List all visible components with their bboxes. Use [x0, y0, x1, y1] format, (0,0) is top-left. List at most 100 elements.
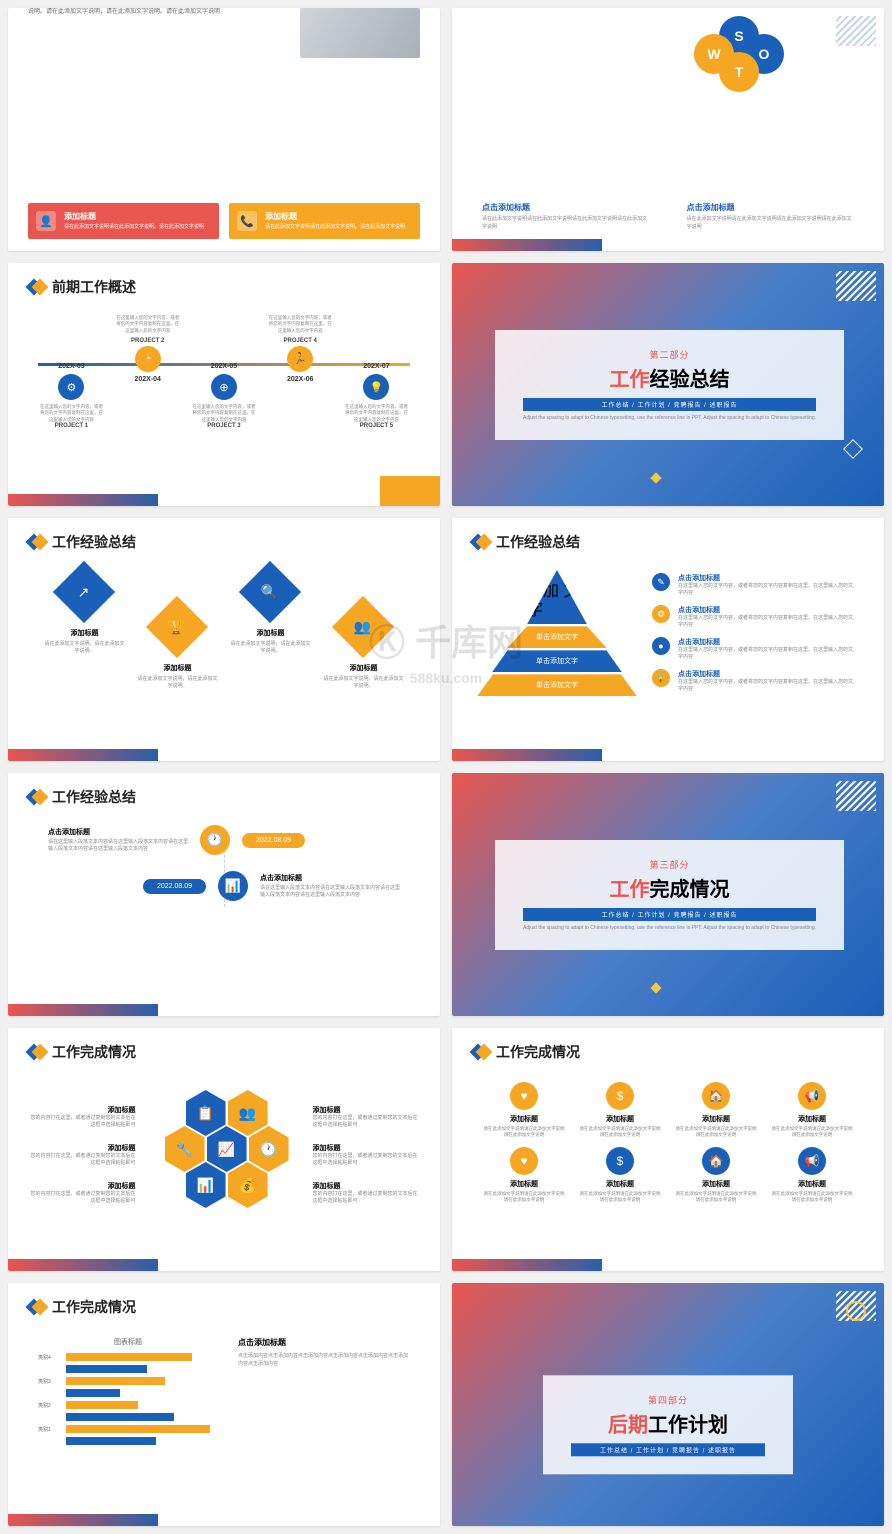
section-part: 第三部分	[523, 858, 816, 871]
hex-right-col: 添加标题您的内容打在这里，或者通过复制您的文本后在这框中选择粘贴即可添加标题您的…	[312, 1105, 420, 1205]
section-part: 第四部分	[571, 1393, 765, 1406]
diamond-icon	[28, 789, 44, 805]
slide-title: 前期工作概述	[52, 277, 136, 297]
diamond-icon	[28, 279, 44, 295]
slide-9-hex: 工作完成情况 添加标题您的内容打在这里，或者通过复制您的文本后在这框中选择粘贴即…	[8, 1028, 440, 1271]
section-title: 工作完成情况	[523, 873, 816, 902]
hex-icon: 👥	[228, 1090, 268, 1136]
hex-cluster: 📋👥🔧📈🕐📊💰	[156, 1090, 293, 1220]
slide-1: 说明。请在此添加文字说明，请在此添加文字说明。请在此添加文字说明 👤 添加标题请…	[8, 8, 440, 251]
icon-item: 📢添加标题请在此添加文字说明请在此添加文字说明请在此添加文字说明	[770, 1147, 854, 1204]
bar-chart: 图表标题 类别4类别3类别2类别1	[38, 1337, 218, 1449]
icon-item: $添加标题请在此添加文字说明请在此添加文字说明请在此添加文字说明	[578, 1147, 662, 1204]
icon-item: 🏠添加标题请在此添加文字说明请在此添加文字说明请在此添加文字说明	[674, 1147, 758, 1204]
diamond-item: 👥添加标题请在此添加文字说明，请在此添加文字说明。	[323, 605, 405, 690]
timeline-item: 在这里输入您的文字内容，或者将您的文字内容复制在这里。在这里输入您的文字内容PR…	[114, 315, 181, 431]
pyramid-level-3: 单击添加文字	[492, 650, 622, 672]
hex-label: 添加标题您的内容打在这里，或者通过复制您的文本后在这框中选择粘贴即可	[312, 1143, 420, 1167]
chart-icon: 📊	[218, 871, 248, 901]
timeline-item: 202X-03⚙在这里输入您的文字内容，或者将您的文字内容复制在这里。在这里输入…	[38, 359, 105, 431]
diamond-icon	[28, 534, 44, 550]
section-box: 第二部分 工作经验总结 工作总结 / 工作计划 / 竞聘报告 / 述职报告 Ad…	[495, 330, 844, 440]
clock-icon: 🕐	[200, 825, 230, 855]
slide-title: 工作经验总结	[496, 532, 580, 552]
section-box: 第三部分 工作完成情况 工作总结 / 工作计划 / 竞聘报告 / 述职报告 Ad…	[495, 840, 844, 950]
deco-dot	[650, 472, 661, 483]
diamond-icon	[472, 534, 488, 550]
date-pill: 2022.08.09	[143, 879, 206, 894]
slide-6-pyramid: 工作经验总结 添加 文字 单击添加文字 单击添加文字 单击添加文字 ✎点击添加标…	[452, 518, 884, 761]
deco-dot	[650, 982, 661, 993]
diamond-icon	[472, 1044, 488, 1060]
accent-bar	[8, 1259, 158, 1271]
slide-title: 工作完成情况	[496, 1042, 580, 1062]
slide-title: 工作经验总结	[52, 532, 136, 552]
hex-icon: 🔧	[165, 1126, 205, 1172]
slide-10-icons: 工作完成情况 ♥添加标题请在此添加文字说明请在此添加文字说明请在此添加文字说明$…	[452, 1028, 884, 1271]
section-note: Adjust the spacing to adapt to Chinese t…	[523, 415, 816, 422]
slide-4-section: 第二部分 工作经验总结 工作总结 / 工作计划 / 竞聘报告 / 述职报告 Ad…	[452, 263, 884, 506]
diamond-item: 🔍添加标题请在此添加文字说明，请在此添加文字说明。	[230, 570, 312, 655]
pyramid-level-2: 单击添加文字	[507, 626, 607, 648]
hex-icon: 📊	[186, 1162, 226, 1208]
accent-bar	[8, 494, 158, 506]
accent-bar	[8, 1004, 158, 1016]
timeline-row-2: 点击添加标题请在这里输入段落文本内容请在这里输入段落文本内容请在这里输入段落文本…	[48, 871, 400, 901]
section-subtitle: 工作总结 / 工作计划 / 竞聘报告 / 述职报告	[571, 1443, 765, 1456]
hatch-decor	[836, 781, 876, 811]
slide-title: 工作完成情况	[52, 1042, 136, 1062]
person-icon: 👤	[36, 211, 56, 231]
section-part: 第二部分	[523, 348, 816, 361]
slide-12-section: 第四部分 后期工作计划 工作总结 / 工作计划 / 竞聘报告 / 述职报告	[452, 1283, 884, 1526]
list-item: ⚙点击添加标题在这里输入您的文字内容，或者将您的文字内容复制在这里。在这里输入您…	[652, 605, 854, 629]
accent-bar	[452, 749, 602, 761]
section-subtitle: 工作总结 / 工作计划 / 竞聘报告 / 述职报告	[523, 398, 816, 411]
list-item: ●点击添加标题在这里输入您的文字内容，或者将您的文字内容复制在这里。在这里输入您…	[652, 637, 854, 661]
hex-icon: 📋	[186, 1090, 226, 1136]
slide-2-swot: S W O T 点击添加标题请在此添加文字说明请在此添加文字说明请在此添加文字说…	[452, 8, 884, 251]
slide-5-diamonds: 工作经验总结 ↗添加标题请在此添加文字说明，请在此添加文字说明。🏆添加标题请在此…	[8, 518, 440, 761]
bar-group: 类别2	[38, 1401, 218, 1421]
accent-bar	[452, 239, 602, 251]
hex-label: 添加标题您的内容打在这里，或者通过复制您的文本后在这框中选择粘贴即可	[312, 1105, 420, 1129]
diamond-item: 🏆添加标题请在此添加文字说明，请在此添加文字说明。	[137, 605, 219, 690]
hex-icon: 🕐	[249, 1126, 289, 1172]
accent-bar	[8, 749, 158, 761]
icon-item: 📢添加标题请在此添加文字说明请在此添加文字说明请在此添加文字说明	[770, 1082, 854, 1139]
hex-label: 添加标题您的内容打在这里，或者通过复制您的文本后在这框中选择粘贴即可	[28, 1181, 136, 1205]
section-note: Adjust the spacing to adapt to Chinese t…	[523, 925, 816, 932]
chart-title: 图表标题	[38, 1337, 218, 1347]
section-box: 第四部分 后期工作计划 工作总结 / 工作计划 / 竞聘报告 / 述职报告	[543, 1375, 793, 1474]
hatch-decor	[836, 16, 876, 46]
hex-label: 添加标题您的内容打在这里，或者通过复制您的文本后在这框中选择粘贴即可	[28, 1105, 136, 1129]
bar-group: 类别1	[38, 1425, 218, 1445]
accent-bar	[8, 1514, 158, 1526]
hex-icon: 💰	[228, 1162, 268, 1208]
slide-title: 工作完成情况	[52, 1297, 136, 1317]
slide-7-vtimeline: 工作经验总结 点击添加标题请在这里输入段落文本内容请在这里输入段落文本内容请在这…	[8, 773, 440, 1016]
timeline-item: 202X-05⊕在这里输入您的文字内容，或者将您的文字内容复制在这里。在这里输入…	[191, 359, 258, 431]
slide-3-timeline: 前期工作概述 202X-03⚙在这里输入您的文字内容，或者将您的文字内容复制在这…	[8, 263, 440, 506]
chart-description: 点击添加标题 点击添加内容点击添加内容点击添加内容点击添加内容点击添加内容点击添…	[238, 1337, 410, 1449]
swot-diagram: S W O T	[694, 16, 784, 86]
timeline-item: 在这里输入您的文字内容，或者将您的文字内容复制在这里。在这里输入您的文字内容PR…	[267, 315, 334, 431]
hex-label: 添加标题您的内容打在这里，或者通过复制您的文本后在这框中选择粘贴即可	[312, 1181, 420, 1205]
pyramid: 添加 文字 单击添加文字 单击添加文字 单击添加文字	[482, 570, 632, 696]
info-block-1: 👤 添加标题请在此添加文字说明请在此添加文字说明。请在此添加文字说明	[28, 203, 219, 239]
accent-corner	[380, 476, 440, 506]
pyramid-level-1: 添加 文字	[527, 570, 587, 624]
icon-item: ♥添加标题请在此添加文字说明请在此添加文字说明请在此添加文字说明	[482, 1082, 566, 1139]
section-title: 后期工作计划	[571, 1408, 765, 1437]
swot-t: T	[719, 52, 759, 92]
pyramid-level-4: 单击添加文字	[477, 674, 637, 696]
bar-group: 类别4	[38, 1353, 218, 1373]
hex-label: 添加标题您的内容打在这里，或者通过复制您的文本后在这框中选择粘贴即可	[28, 1143, 136, 1167]
timeline-item: 202X-07💡在这里输入您的文字内容，或者将您的文字内容复制在这里。在这里输入…	[343, 359, 410, 431]
slide-11-chart: 工作完成情况 图表标题 类别4类别3类别2类别1 点击添加标题 点击添加内容点击…	[8, 1283, 440, 1526]
diamond-icon	[28, 1044, 44, 1060]
intro-image	[300, 8, 420, 58]
ring-decor	[846, 1301, 866, 1321]
icon-item: $添加标题请在此添加文字说明请在此添加文字说明请在此添加文字说明	[578, 1082, 662, 1139]
swot-label-right: 点击添加标题请在此添加文字说明请在此添加文字说明请在此添加文字说明请在此添加文字…	[687, 202, 854, 231]
accent-bar	[452, 1259, 602, 1271]
